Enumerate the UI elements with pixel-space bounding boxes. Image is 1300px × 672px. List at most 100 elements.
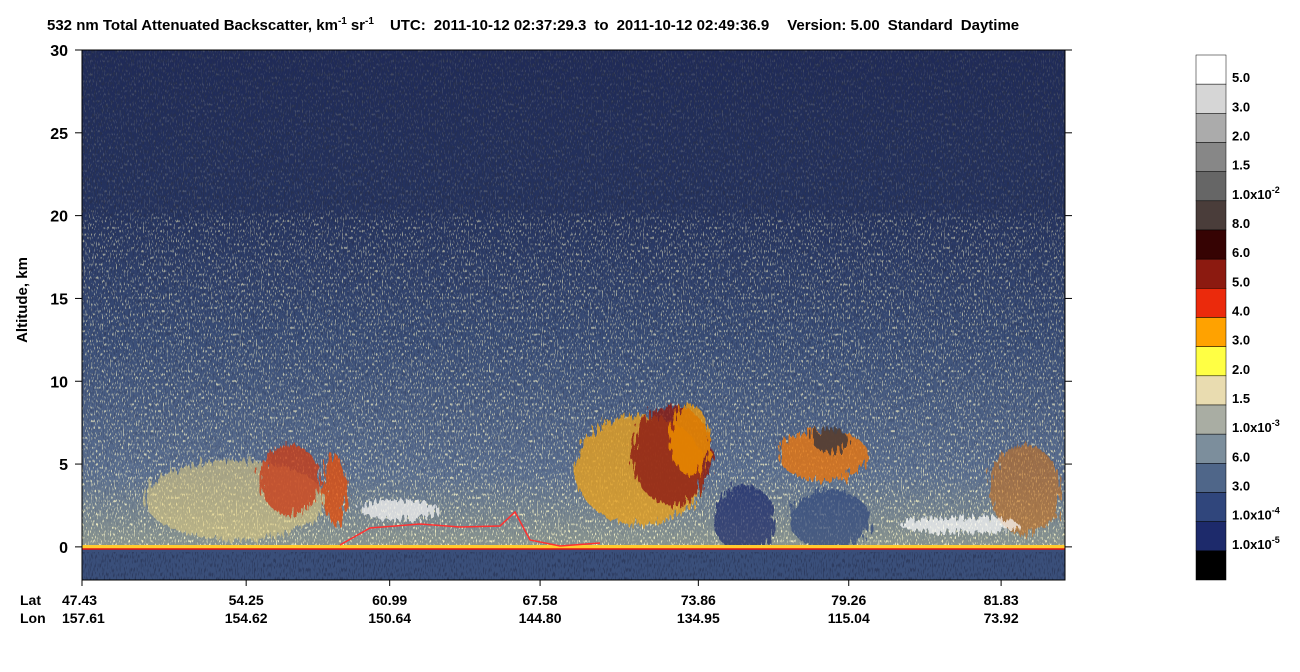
colorbar-label-base: 4.0	[1232, 304, 1250, 319]
y-tick-label: 30	[50, 43, 68, 60]
colorbar-label-exponent: -2	[1272, 185, 1280, 195]
colorbar-swatch	[1195, 54, 1227, 85]
colorbar-swatch	[1195, 83, 1227, 114]
colorbar-swatch	[1195, 258, 1227, 289]
colorbar-label-base: 5.0	[1232, 274, 1250, 289]
colorbar-label-base: 8.0	[1232, 216, 1250, 231]
chart-title: 532 nm Total Attenuated Backscatter, km-…	[47, 16, 1019, 34]
x-tick-label: 144.80	[519, 610, 562, 626]
colorbar-label-base: 3.0	[1232, 333, 1250, 348]
x-row-name: Lon	[20, 610, 46, 626]
colorbar-label-base: 5.0	[1232, 70, 1250, 85]
title-product: Standard	[888, 17, 953, 34]
colorbar-label-base: 2.0	[1232, 362, 1250, 377]
colorbar-swatch	[1195, 229, 1227, 260]
colorbar-swatch	[1195, 375, 1227, 406]
colorbar-label: 1.0x10-2	[1232, 185, 1280, 202]
colorbar-label-base: 3.0	[1232, 99, 1250, 114]
colorbar-label: 1.5	[1232, 158, 1250, 173]
title-version: Version: 5.00	[787, 17, 880, 34]
x-tick-label: 73.92	[984, 610, 1019, 626]
title-to: to	[594, 17, 608, 34]
title-start: 2011-10-12 02:37:29.3	[434, 17, 587, 34]
colorbar-label-exponent: -3	[1272, 418, 1280, 428]
x-tick-label: 134.95	[677, 610, 720, 626]
x-tick-label: 81.83	[984, 592, 1019, 608]
colorbar-label-base: 3.0	[1232, 479, 1250, 494]
colorbar-swatch	[1195, 404, 1227, 435]
y-tick-label: 5	[59, 457, 68, 474]
colorbar-swatch	[1195, 433, 1227, 464]
colorbar-label: 3.0	[1232, 479, 1250, 494]
colorbar-label-base: 2.0	[1232, 129, 1250, 144]
cloud-layers	[145, 405, 1060, 555]
colorbar-label-exponent: -5	[1272, 535, 1280, 545]
colorbar-swatch	[1195, 550, 1227, 581]
colorbar-label: 1.5	[1232, 391, 1250, 406]
colorbar-label: 2.0	[1232, 362, 1250, 377]
x-tick-label: 47.43	[62, 592, 97, 608]
colorbar-label: 4.0	[1232, 304, 1250, 319]
y-tick-label: 25	[50, 126, 68, 143]
x-tick-label: 79.26	[831, 592, 866, 608]
colorbar-label: 1.0x10-4	[1232, 506, 1280, 523]
title-utc: UTC:	[390, 17, 426, 34]
x-tick-label: 157.61	[62, 610, 105, 626]
x-tick-label: 60.99	[372, 592, 407, 608]
x-tick-label: 150.64	[368, 610, 411, 626]
colorbar-swatch	[1195, 142, 1227, 172]
title-daytime: Daytime	[961, 17, 1019, 34]
title-exponent: -1	[338, 16, 347, 27]
backscatter-image	[82, 50, 1065, 580]
colorbar-swatch	[1195, 492, 1227, 522]
x-row-name: Lat	[20, 592, 41, 608]
colorbar-swatch	[1195, 113, 1227, 143]
colorbar-label: 3.0	[1232, 333, 1250, 348]
colorbar-label: 2.0	[1232, 129, 1250, 144]
surface-return	[82, 545, 1065, 549]
surface-elevation	[339, 510, 601, 547]
colorbar-label-exponent: -4	[1272, 506, 1280, 516]
colorbar-label: 1.0x10-3	[1232, 418, 1280, 435]
y-tick-label: 0	[59, 540, 68, 557]
colorbar-swatch	[1195, 288, 1227, 318]
title-exponent: -1	[365, 16, 374, 27]
colorbar-label-base: 1.0x10	[1232, 187, 1272, 202]
colorbar-label-base: 1.5	[1232, 158, 1250, 173]
colorbar-label: 6.0	[1232, 245, 1250, 260]
colorbar-label: 1.0x10-5	[1232, 535, 1280, 552]
colorbar-label-base: 1.0x10	[1232, 537, 1272, 552]
colorbar-label: 3.0	[1232, 99, 1250, 114]
x-tick-label: 154.62	[225, 610, 268, 626]
colorbar-label-base: 6.0	[1232, 449, 1250, 464]
colorbar-label: 6.0	[1232, 449, 1250, 464]
title-main: 532 nm Total Attenuated Backscatter, km	[47, 17, 338, 34]
subsurface-noise	[82, 552, 1065, 580]
title-unit: sr	[351, 17, 365, 34]
colorbar-label-base: 1.0x10	[1232, 508, 1272, 523]
colorbar-label-base: 1.0x10	[1232, 420, 1272, 435]
y-tick-label: 10	[50, 374, 68, 391]
colorbar-label: 5.0	[1232, 70, 1250, 85]
x-tick-label: 115.04	[828, 610, 870, 626]
colorbar-swatch	[1195, 463, 1227, 493]
x-tick-label: 54.25	[229, 592, 264, 608]
colorbar-label: 5.0	[1232, 274, 1250, 289]
title-end: 2011-10-12 02:49:36.9	[617, 17, 770, 34]
colorbar-swatch	[1195, 200, 1227, 231]
colorbar-label: 8.0	[1232, 216, 1250, 231]
colorbar-swatch	[1195, 317, 1227, 347]
colorbar-label-base: 1.5	[1232, 391, 1250, 406]
y-tick-label: 20	[50, 209, 68, 226]
colorbar-swatch	[1195, 346, 1227, 377]
x-tick-label: 73.86	[681, 592, 716, 608]
y-axis-label: Altitude, km	[14, 257, 31, 343]
colorbar-swatch	[1195, 171, 1227, 202]
colorbar-label-base: 6.0	[1232, 245, 1250, 260]
y-tick-label: 15	[50, 291, 68, 308]
colorbar-swatch	[1195, 521, 1227, 552]
x-tick-label: 67.58	[523, 592, 558, 608]
plot-frame	[81, 49, 1066, 581]
